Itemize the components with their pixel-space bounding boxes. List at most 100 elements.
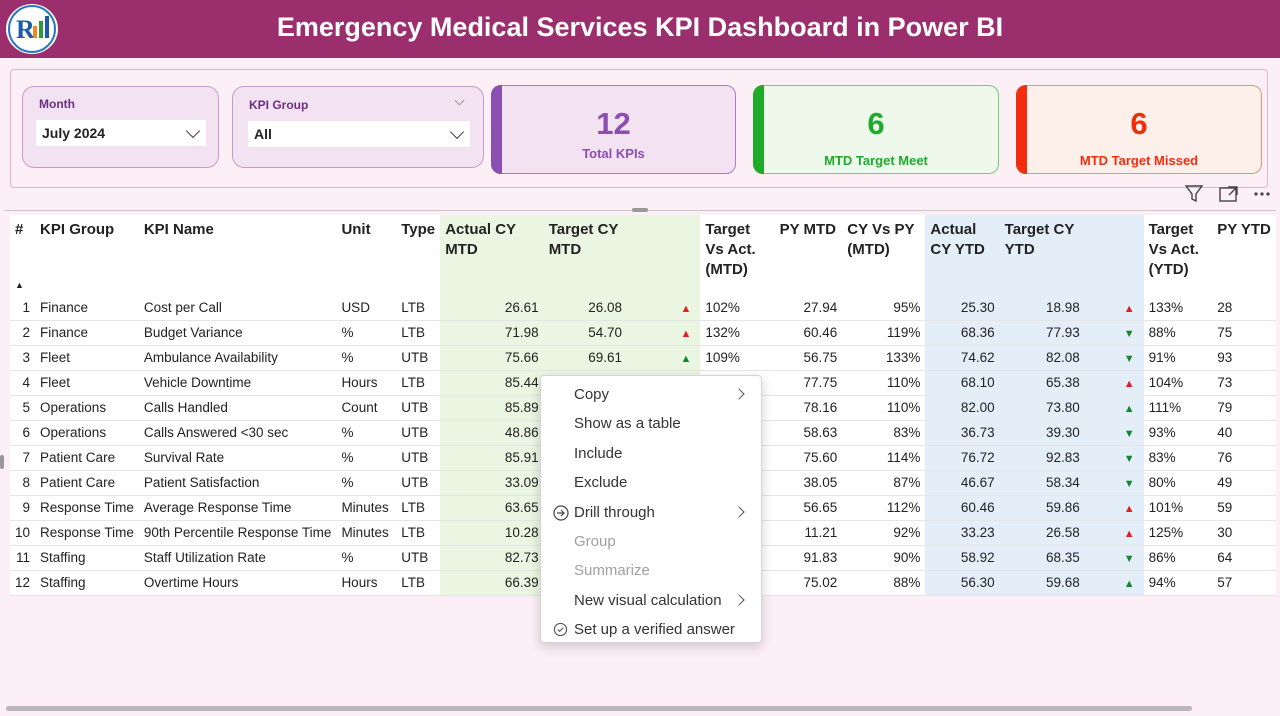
cell-tcy[interactable]: 77.93 (999, 320, 1085, 346)
context-menu-item[interactable]: Show as a table (541, 409, 761, 438)
col-header-actual-cy-ytd[interactable]: Actual CY YTD (925, 215, 1000, 295)
cell-name[interactable]: Average Response Time (138, 495, 337, 521)
cell-cvp[interactable]: 110% (842, 395, 926, 421)
context-menu-item[interactable]: Include (541, 439, 761, 468)
col-header-type[interactable]: Type (396, 215, 441, 295)
table-row[interactable]: 6 Operations Calls Answered <30 sec% UTB 48.… (10, 420, 1276, 446)
status-arrow-cell[interactable]: ▲ (626, 320, 701, 346)
cell-cvp[interactable]: 90% (842, 545, 926, 571)
cell-cvp[interactable]: 95% (842, 295, 926, 321)
target-vs-act-ytd-cell[interactable]: 88% (1143, 320, 1213, 346)
cell-pyy[interactable]: 75 (1212, 320, 1276, 346)
cell-group[interactable]: Operations (35, 395, 139, 421)
target-vs-act-ytd-cell[interactable]: 83% (1143, 445, 1213, 471)
cell-name[interactable]: Vehicle Downtime (138, 370, 337, 396)
table-row[interactable]: 1 Finance Cost per Call USD LTB 26.61 26.08 ▲ 10… (10, 295, 1276, 321)
context-menu-item[interactable]: Copy (541, 380, 761, 409)
cell-pym[interactable]: 60.46 (774, 320, 843, 346)
col-header-mtd-indicator[interactable] (626, 215, 701, 295)
cell-pyy[interactable]: 30 (1212, 520, 1276, 546)
cell-acm[interactable]: 33.09 (440, 470, 544, 496)
target-vs-act-mtd-cell[interactable]: 132% (700, 320, 775, 346)
cell-no[interactable]: 3 (10, 345, 36, 371)
cell-type[interactable]: UTB (396, 395, 441, 421)
cell-group[interactable]: Response Time (35, 495, 139, 521)
cell-acy[interactable]: 33.23 (925, 520, 1000, 546)
filter-icon[interactable] (1184, 185, 1204, 203)
cell-tcy[interactable]: 59.68 (999, 570, 1085, 596)
cell-tcy[interactable]: 73.80 (999, 395, 1085, 421)
table-row[interactable]: 10 Response Time 90th Percentile Response … (10, 520, 1276, 546)
cell-acy[interactable]: 58.92 (925, 545, 1000, 571)
cell-pym[interactable]: 77.75 (774, 370, 843, 396)
cell-acm[interactable]: 85.91 (440, 445, 544, 471)
cell-type[interactable]: LTB (396, 295, 441, 321)
target-vs-act-ytd-cell[interactable]: 133% (1143, 295, 1213, 321)
context-menu-item[interactable]: Exclude (541, 468, 761, 497)
cell-group[interactable]: Operations (35, 420, 139, 446)
resize-handle[interactable] (632, 208, 648, 212)
cell-acy[interactable]: 74.62 (925, 345, 1000, 371)
col-header-target-vs-act-mtd[interactable]: Target Vs Act. (MTD) (700, 215, 775, 295)
cell-cvp[interactable]: 83% (842, 420, 926, 446)
cell-type[interactable]: UTB (396, 445, 441, 471)
cell-tcy[interactable]: 18.98 (999, 295, 1085, 321)
target-vs-act-ytd-cell[interactable]: 86% (1143, 545, 1213, 571)
cell-no[interactable]: 9 (10, 495, 36, 521)
cell-no[interactable]: 10 (10, 520, 36, 546)
target-vs-act-ytd-cell[interactable]: 91% (1143, 345, 1213, 371)
cell-acy[interactable]: 76.72 (925, 445, 1000, 471)
cell-pyy[interactable]: 57 (1212, 570, 1276, 596)
cell-no[interactable]: 6 (10, 420, 36, 446)
cell-pyy[interactable]: 28 (1212, 295, 1276, 321)
cell-acy[interactable]: 68.10 (925, 370, 1000, 396)
cell-unit[interactable]: Minutes (336, 495, 397, 521)
cell-acm[interactable]: 71.98 (440, 320, 544, 346)
col-header-index[interactable]: # ▲ (10, 215, 36, 295)
status-arrow-cell[interactable]: ▲ (1084, 295, 1144, 321)
col-header-kpi-name[interactable]: KPI Name (138, 215, 337, 295)
cell-pym[interactable]: 91.83 (774, 545, 843, 571)
cell-acy[interactable]: 82.00 (925, 395, 1000, 421)
cell-pyy[interactable]: 76 (1212, 445, 1276, 471)
more-options-icon[interactable] (1254, 192, 1270, 196)
cell-cvp[interactable]: 133% (842, 345, 926, 371)
resize-handle[interactable] (0, 455, 4, 469)
cell-group[interactable]: Finance (35, 295, 139, 321)
cell-acy[interactable]: 46.67 (925, 470, 1000, 496)
target-vs-act-mtd-cell[interactable]: 109% (700, 345, 775, 371)
cell-group[interactable]: Staffing (35, 570, 139, 596)
cell-no[interactable]: 5 (10, 395, 36, 421)
cell-cvp[interactable]: 112% (842, 495, 926, 521)
context-menu-item[interactable]: New visual calculation (541, 586, 761, 615)
cell-unit[interactable]: Minutes (336, 520, 397, 546)
status-arrow-cell[interactable]: ▼ (1084, 445, 1144, 471)
cell-tcy[interactable]: 26.58 (999, 520, 1085, 546)
target-vs-act-ytd-cell[interactable]: 125% (1143, 520, 1213, 546)
cell-acy[interactable]: 68.36 (925, 320, 1000, 346)
cell-unit[interactable]: Count (336, 395, 397, 421)
cell-pym[interactable]: 56.65 (774, 495, 843, 521)
cell-acy[interactable]: 36.73 (925, 420, 1000, 446)
cell-unit[interactable]: Hours (336, 370, 397, 396)
cell-tcy[interactable]: 58.34 (999, 470, 1085, 496)
context-menu-item[interactable]: Set up a verified answer (541, 615, 761, 644)
target-vs-act-mtd-cell[interactable]: 102% (700, 295, 775, 321)
cell-type[interactable]: LTB (396, 320, 441, 346)
cell-tcy[interactable]: 82.08 (999, 345, 1085, 371)
cell-name[interactable]: Calls Handled (138, 395, 337, 421)
cell-name[interactable]: Calls Answered <30 sec (138, 420, 337, 446)
cell-name[interactable]: Cost per Call (138, 295, 337, 321)
cell-type[interactable]: UTB (396, 545, 441, 571)
cell-no[interactable]: 7 (10, 445, 36, 471)
target-vs-act-ytd-cell[interactable]: 111% (1143, 395, 1213, 421)
cell-name[interactable]: Patient Satisfaction (138, 470, 337, 496)
cell-pyy[interactable]: 49 (1212, 470, 1276, 496)
cell-acm[interactable]: 48.86 (440, 420, 544, 446)
status-arrow-cell[interactable]: ▲ (1084, 520, 1144, 546)
cell-group[interactable]: Fleet (35, 370, 139, 396)
cell-group[interactable]: Finance (35, 320, 139, 346)
col-header-cy-vs-py-mtd[interactable]: CY Vs PY (MTD) (842, 215, 926, 295)
target-vs-act-ytd-cell[interactable]: 93% (1143, 420, 1213, 446)
cell-no[interactable]: 11 (10, 545, 36, 571)
